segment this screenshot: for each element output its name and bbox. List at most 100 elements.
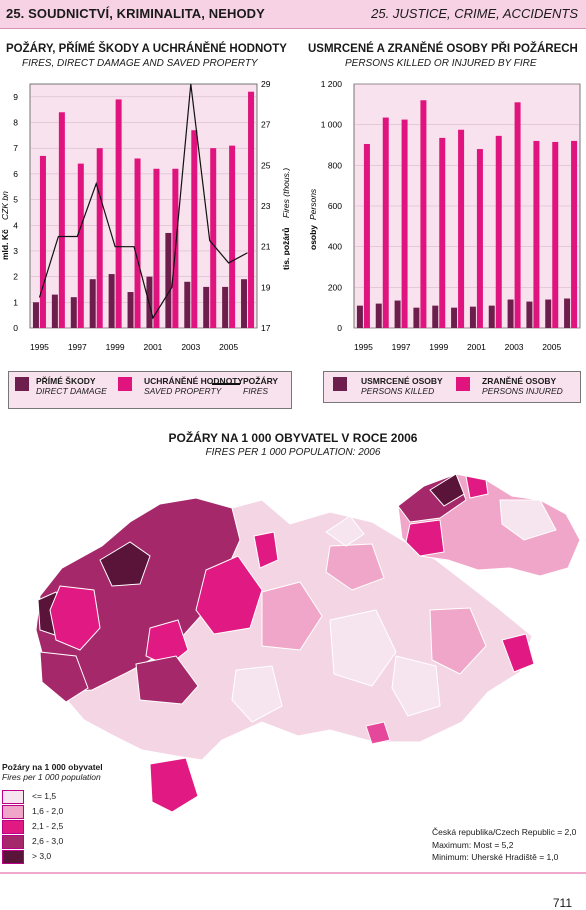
- czech-districts-map: [35, 473, 581, 813]
- chart2-title: USMRCENÉ A ZRANĚNÉ OSOBY PŘI POŽÁRECH: [308, 43, 578, 55]
- bar-persons-injured: [571, 140, 578, 328]
- map-legend-class-3: 2,1 - 2,5: [32, 821, 64, 831]
- ylabel-en: Persons: [308, 188, 318, 220]
- xtick-label: 1997: [68, 342, 87, 352]
- ytick-label: 200: [328, 282, 342, 292]
- legend-injured: ZRANĚNÉ OSOBY PERSONS INJURED: [482, 376, 563, 396]
- legend-swatch-direct: [15, 377, 29, 391]
- ylabel-right-en: Fires (thous.): [281, 168, 290, 218]
- region-lightest-4: [325, 515, 365, 547]
- ytick-label: 4: [13, 220, 18, 230]
- map-legend-swatch-4: [2, 835, 24, 849]
- inset-darkest: [429, 473, 465, 507]
- region-lightest-1: [329, 609, 397, 687]
- map-legend-title-cz: Požáry na 1 000 obyvatel: [2, 762, 103, 772]
- bar-persons-killed: [356, 305, 363, 328]
- legend-direct-en: DIRECT DAMAGE: [36, 386, 107, 396]
- y2tick-label: 21: [261, 242, 271, 252]
- region-mid-2: [39, 651, 89, 703]
- bar-persons-killed: [394, 300, 401, 328]
- bar-direct-damage: [222, 286, 229, 328]
- map-subtitle: FIRES PER 1 000 POPULATION: 2006: [205, 447, 381, 458]
- ylabel-left-en: CZK bn: [0, 191, 10, 220]
- region-pink-5: [149, 757, 199, 813]
- legend-injured-cz: ZRANĚNÉ OSOBY: [482, 376, 557, 386]
- xtick-label: 2005: [219, 342, 238, 352]
- map-legend-title-en: Fires per 1 000 population: [2, 772, 101, 782]
- ytick-label: 5: [13, 195, 18, 205]
- map-legend-class-1: <= 1,5: [32, 791, 57, 801]
- bar-persons-killed: [469, 306, 476, 328]
- bar-persons-injured: [420, 100, 427, 328]
- chart1-legend: [8, 371, 292, 409]
- bar-persons-killed: [507, 299, 514, 328]
- bar-direct-damage: [70, 297, 77, 328]
- bar-persons-injured: [363, 143, 370, 328]
- legend-swatch-fires: [212, 383, 240, 385]
- bar-direct-damage: [51, 294, 58, 328]
- ylabel-right: tis. požárů: [281, 227, 290, 270]
- bar-persons-injured: [533, 140, 540, 328]
- bar-persons-injured: [514, 102, 521, 328]
- region-light-1: [261, 581, 323, 651]
- y2tick-label: 19: [261, 282, 271, 292]
- bar-direct-damage: [127, 292, 134, 328]
- ytick-label: 7: [13, 143, 18, 153]
- xtick-label: 2001: [467, 342, 486, 352]
- header-title-en: 25. JUSTICE, CRIME, ACCIDENTS: [371, 6, 578, 21]
- legend-direct: PŘÍMÉ ŠKODY DIRECT DAMAGE: [36, 376, 107, 396]
- bar-saved-property: [96, 148, 103, 328]
- xtick-label: 2003: [181, 342, 200, 352]
- persons-chart: 0 200 400 600 800 1 000 1 200 1995 1997 1999 2001…: [308, 79, 581, 352]
- xtick-label: 1997: [392, 342, 411, 352]
- region-lightest-3: [231, 665, 283, 723]
- map-note-cz: Česká republika/Czech Republic = 2,0: [432, 827, 577, 837]
- y2tick-label: 17: [261, 323, 271, 333]
- inset-pink: [405, 519, 445, 557]
- legend-saved: UCHRÁNĚNÉ HODNOTY SAVED PROPERTY: [144, 376, 243, 396]
- ytick-label: 400: [328, 242, 342, 252]
- chart2-legend: [323, 371, 581, 403]
- map-legend-swatch-1: [2, 790, 24, 804]
- inset-pink-2: [465, 475, 489, 499]
- y2tick-label: 27: [261, 120, 271, 130]
- bar-saved-property: [115, 99, 122, 328]
- legend-swatch-killed: [333, 377, 347, 391]
- bar-persons-killed: [526, 301, 533, 328]
- ytick-label: 1 200: [321, 79, 343, 89]
- ytick-label: 0: [13, 323, 18, 333]
- region-pink-2: [195, 555, 263, 635]
- bar-saved-property: [229, 145, 236, 328]
- legend-killed-en: PERSONS KILLED: [361, 386, 435, 396]
- region-lightest-2: [391, 655, 441, 717]
- bar-persons-injured: [401, 119, 408, 328]
- region-light-2: [429, 607, 487, 675]
- y2tick-label: 23: [261, 201, 271, 211]
- bar-saved-property: [134, 158, 141, 328]
- bar-saved-property: [153, 168, 160, 328]
- bar-direct-damage: [32, 302, 39, 328]
- region-darkest-1: [99, 541, 151, 587]
- legend-direct-cz: PŘÍMÉ ŠKODY: [36, 376, 96, 386]
- xtick-label: 2001: [143, 342, 162, 352]
- bar-persons-killed: [564, 298, 571, 328]
- ytick-label: 0: [337, 323, 342, 333]
- legend-fires-en: FIRES: [243, 386, 269, 396]
- bar-direct-damage: [184, 281, 191, 328]
- ytick-label: 9: [13, 92, 18, 102]
- y2tick-label: 25: [261, 160, 271, 170]
- map-legend-swatch-3: [2, 820, 24, 834]
- bar-direct-damage: [146, 276, 153, 328]
- bar-saved-property: [248, 91, 255, 328]
- bar-persons-killed: [432, 305, 439, 328]
- bar-saved-property: [39, 155, 46, 328]
- legend-saved-en: SAVED PROPERTY: [144, 386, 222, 396]
- legend-fires: POŽÁRY FIRES: [243, 376, 278, 396]
- legend-killed: USMRCENÉ OSOBY PERSONS KILLED: [361, 376, 443, 396]
- ytick-label: 3: [13, 246, 18, 256]
- region-light-3: [325, 543, 385, 591]
- ylabel: osoby: [308, 225, 318, 250]
- bar-persons-killed: [488, 305, 495, 328]
- ylabel-left: mld. Kč: [0, 229, 10, 260]
- map-legend-swatch-2: [2, 805, 24, 819]
